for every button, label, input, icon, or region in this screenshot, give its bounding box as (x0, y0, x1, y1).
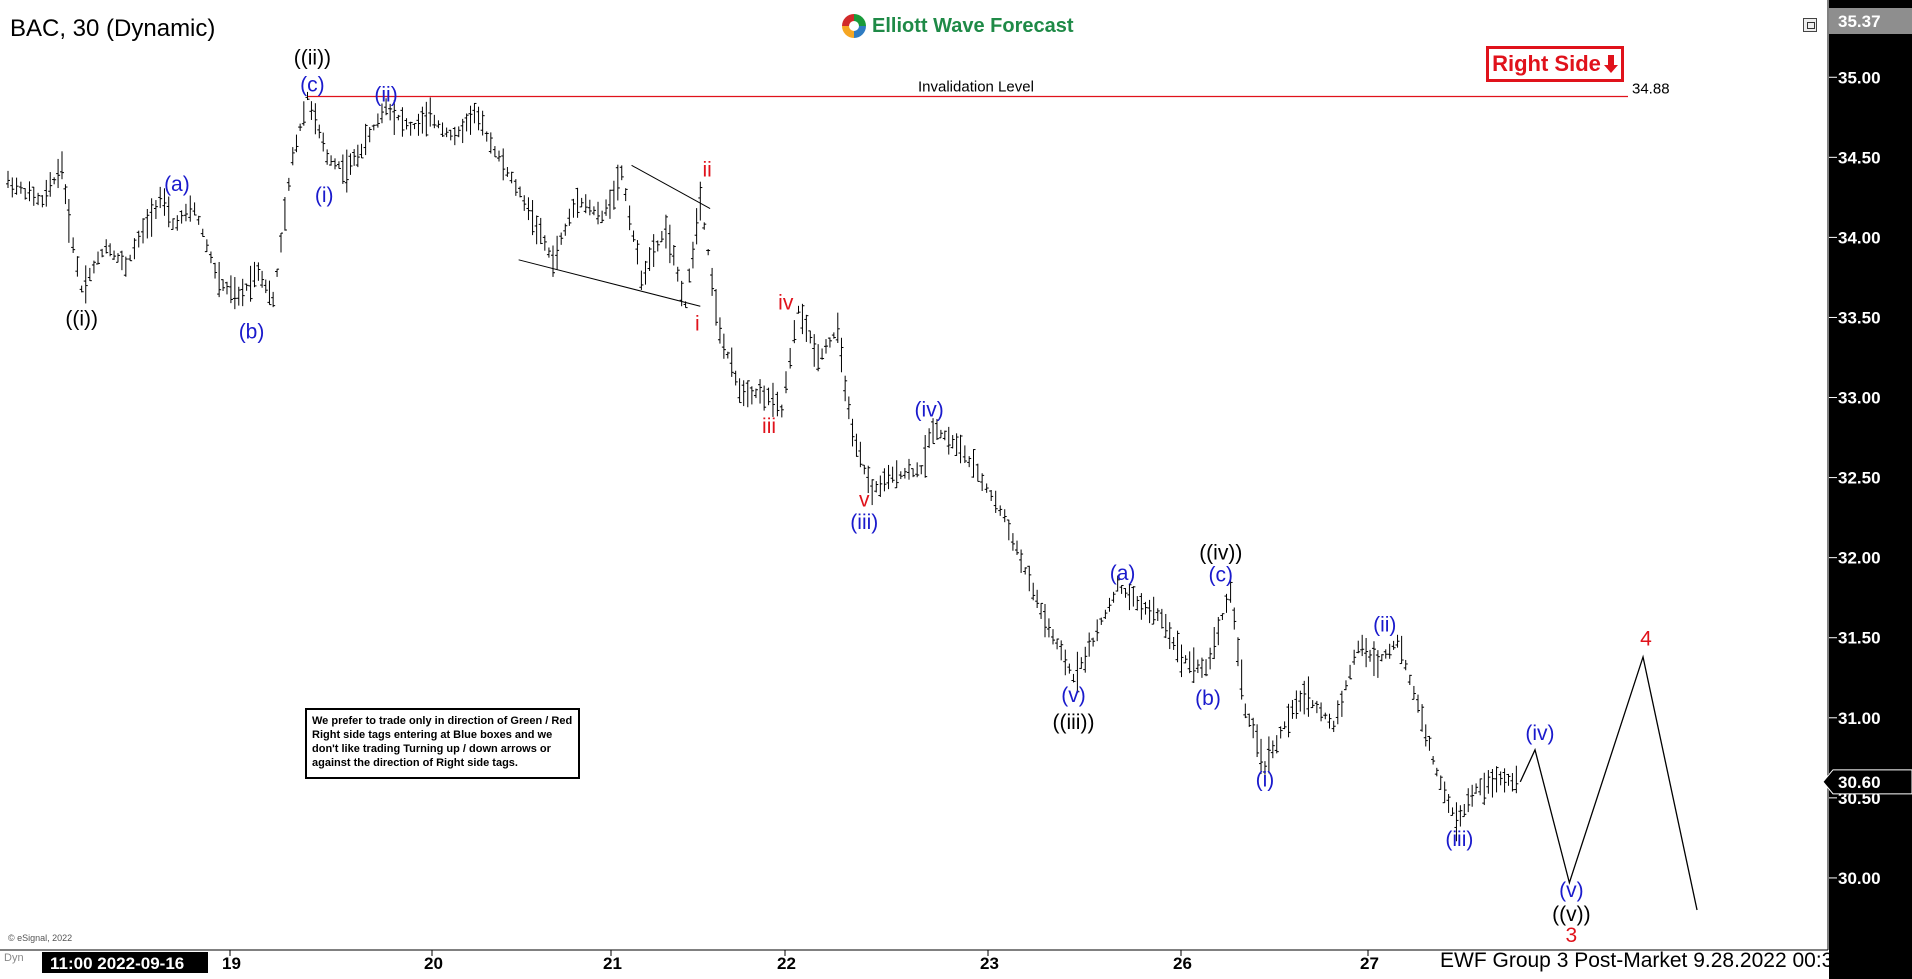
price-tick-label: 31.50 (1838, 629, 1881, 648)
copyright-label: © eSignal, 2022 (8, 933, 72, 943)
price-tick-label: 31.00 (1838, 709, 1881, 728)
price-tick-label: 34.00 (1838, 228, 1881, 247)
wave-label: (ii) (374, 83, 397, 106)
brand-logo: Elliott Wave Forecast (842, 12, 1074, 40)
price-tick-label: 33.50 (1838, 308, 1881, 327)
wave-label: (b) (1195, 687, 1221, 710)
price-tick-label: 33.00 (1838, 389, 1881, 408)
projection-path (1519, 654, 1698, 911)
wave-label: 3 (1566, 924, 1578, 947)
wave-label: (iii) (1445, 828, 1473, 851)
wave-label: (a) (1110, 562, 1136, 585)
wave-label: iii (762, 415, 776, 438)
last-price-label: 30.60 (1838, 773, 1881, 792)
price-tick-label: 32.50 (1838, 469, 1881, 488)
right-side-tag: Right Side (1486, 46, 1624, 82)
top-price-tag (1829, 8, 1912, 34)
wave-label: (iv) (915, 399, 944, 422)
wave-label: (v) (1061, 684, 1086, 707)
symbol-title: BAC, 30 (Dynamic) (10, 15, 216, 42)
time-tick-label: 27 (1360, 954, 1379, 973)
time-tick-label: 20 (424, 954, 443, 973)
elliott-wave-logo-icon (842, 14, 866, 38)
wave-label: 4 (1640, 628, 1652, 651)
price-tick-label: 34.50 (1838, 148, 1881, 167)
wave-label: i (695, 312, 700, 335)
time-tick-label: 26 (1173, 954, 1192, 973)
brand-name: Elliott Wave Forecast (872, 14, 1074, 37)
wave-label: (b) (239, 320, 265, 343)
wave-label: ((iii)) (1052, 711, 1094, 734)
price-axis (1829, 0, 1912, 979)
wedge-line (631, 164, 711, 210)
trading-note: We prefer to trade only in direction of … (305, 708, 580, 779)
arrow-down-icon (1603, 55, 1618, 73)
wave-label: (ii) (1373, 613, 1396, 636)
wave-label: (v) (1559, 879, 1584, 902)
price-tick-label: 32.00 (1838, 549, 1881, 568)
footer-caption: EWF Group 3 Post-Market 9.28.2022 00:30 … (1440, 949, 1898, 972)
wave-label: (c) (300, 74, 325, 97)
price-tick-label: 30.00 (1838, 869, 1881, 888)
wave-label: (c) (1209, 564, 1234, 587)
wave-label: ((iv)) (1199, 541, 1242, 564)
wave-label: (i) (315, 184, 334, 207)
window-restore-icon[interactable] (1803, 18, 1817, 32)
time-tick-label: 21 (603, 954, 622, 973)
time-axis (0, 951, 1829, 979)
last-price-tag (1822, 769, 1912, 795)
price-tick-label: 35.00 (1838, 68, 1881, 87)
right-side-label: Right Side (1492, 51, 1601, 76)
time-tick-label: 22 (777, 954, 796, 973)
wave-label: ((i)) (65, 307, 98, 330)
wave-label: v (859, 488, 870, 511)
invalidation-value: 34.88 (1632, 80, 1670, 97)
time-start-label: 11:00 2022-09-16 (50, 954, 184, 973)
top-price-label: 35.37 (1838, 12, 1881, 31)
wave-label: (a) (164, 173, 190, 196)
wave-label: ((v)) (1552, 903, 1590, 926)
wave-label: (iv) (1525, 722, 1554, 745)
wave-label: (i) (1256, 769, 1275, 792)
time-start-tag (42, 952, 208, 973)
time-tick-label: 19 (222, 954, 241, 973)
wave-label: ii (703, 159, 712, 182)
time-tick-label: 23 (980, 954, 999, 973)
wedge-line (518, 259, 701, 307)
dyn-label: Dyn (4, 952, 24, 964)
wave-label: iv (778, 291, 794, 314)
wave-label: (iii) (850, 511, 878, 534)
wave-label: ((ii)) (294, 46, 331, 69)
invalidation-label: Invalidation Level (918, 78, 1034, 95)
